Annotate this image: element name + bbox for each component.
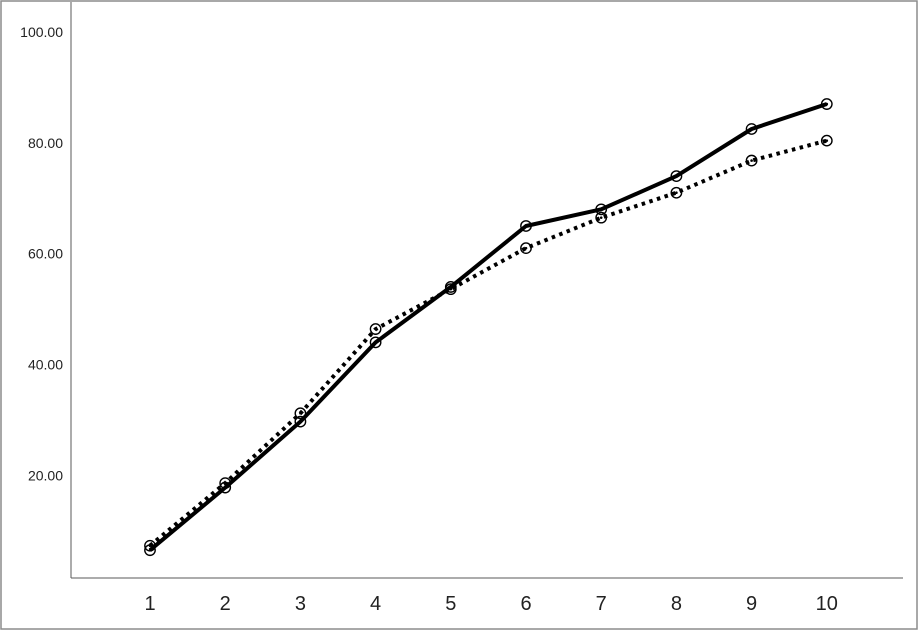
x-tick-label: 3 bbox=[295, 593, 306, 615]
data-point-marker bbox=[820, 134, 833, 147]
data-point-center bbox=[675, 191, 678, 195]
data-point-marker bbox=[444, 283, 457, 296]
data-point-marker bbox=[595, 211, 608, 224]
x-tick-label: 5 bbox=[445, 593, 456, 615]
data-point-marker bbox=[520, 242, 532, 255]
series-line-solid bbox=[148, 102, 828, 552]
data-point-marker bbox=[219, 477, 232, 490]
series-line-dotted bbox=[148, 138, 828, 548]
data-point-center bbox=[449, 287, 453, 291]
data-point-center bbox=[449, 285, 453, 289]
data-point-marker bbox=[144, 539, 156, 552]
x-tick-label: 4 bbox=[370, 593, 381, 615]
x-tick-label: 10 bbox=[816, 593, 838, 615]
data-point-marker bbox=[294, 407, 307, 420]
x-tick-label: 1 bbox=[144, 593, 155, 615]
data-point-center bbox=[148, 544, 152, 548]
x-tick-label: 2 bbox=[220, 593, 231, 615]
y-tick-label: 40.00 bbox=[28, 357, 63, 373]
data-point-center bbox=[374, 341, 377, 344]
data-point-center bbox=[223, 481, 227, 485]
data-point-center bbox=[299, 420, 302, 423]
data-point-center bbox=[825, 102, 829, 106]
x-axis-ticks: 1 2 3 4 5 6 7 8 9 10 bbox=[144, 593, 837, 615]
series-layer bbox=[144, 98, 833, 557]
x-tick-label: 9 bbox=[746, 593, 757, 615]
data-point-marker bbox=[294, 415, 307, 428]
data-point-marker bbox=[520, 220, 532, 232]
data-point-marker bbox=[369, 336, 382, 349]
data-point-marker bbox=[369, 323, 382, 335]
data-point-marker bbox=[745, 123, 758, 135]
y-tick-label: 100.00 bbox=[20, 24, 63, 40]
series-solid bbox=[144, 98, 833, 557]
x-tick-label: 6 bbox=[520, 593, 531, 615]
x-tick-label: 7 bbox=[596, 593, 607, 615]
data-point-center bbox=[524, 246, 528, 250]
data-point-center bbox=[599, 216, 603, 219]
data-point-center bbox=[750, 127, 753, 131]
data-point-center bbox=[524, 224, 528, 228]
data-point-marker bbox=[670, 170, 683, 182]
series-dotted bbox=[144, 134, 833, 552]
data-point-marker bbox=[670, 186, 683, 199]
x-tick-label: 8 bbox=[671, 593, 682, 615]
data-point-center bbox=[675, 174, 678, 178]
data-point-center bbox=[750, 159, 753, 162]
data-point-center bbox=[374, 327, 377, 331]
data-point-marker bbox=[595, 203, 608, 216]
y-axis-ticks: 20.00 40.00 60.00 80.00 100.00 bbox=[20, 24, 63, 483]
data-point-center bbox=[299, 411, 302, 415]
data-point-center bbox=[825, 139, 829, 142]
data-point-center bbox=[599, 208, 603, 211]
y-tick-label: 20.00 bbox=[28, 467, 63, 483]
data-point-marker bbox=[820, 98, 833, 110]
y-tick-label: 80.00 bbox=[28, 135, 63, 151]
y-tick-label: 60.00 bbox=[28, 246, 63, 262]
data-point-marker bbox=[745, 154, 758, 167]
